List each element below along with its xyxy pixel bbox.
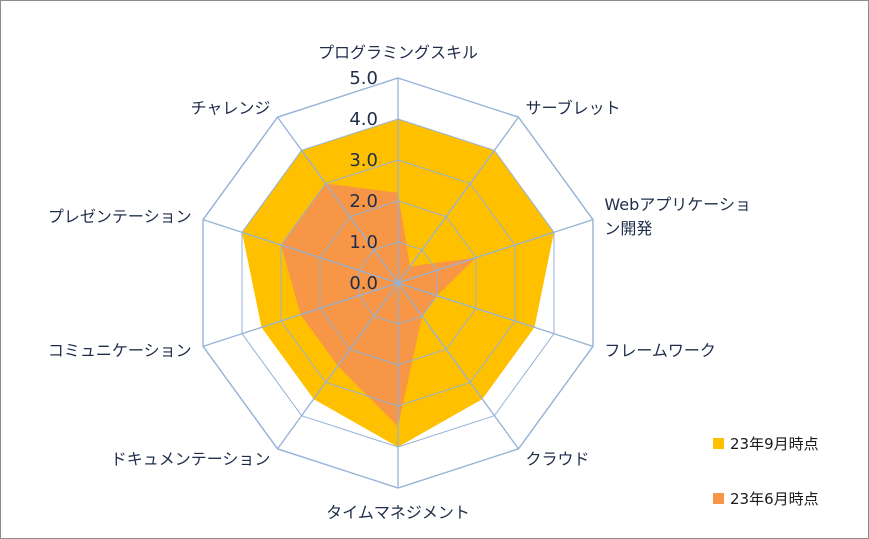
category-label: フレームワーク xyxy=(604,341,716,360)
category-label: プレゼンテーション xyxy=(48,207,192,226)
tick-label: 4.0 xyxy=(349,109,378,130)
tick-label: 3.0 xyxy=(349,150,378,171)
category-label: チャレンジ xyxy=(191,98,271,117)
category-label: クラウド xyxy=(526,450,590,469)
category-label: ドキュメンテーション xyxy=(111,450,271,469)
category-label: ン開発 xyxy=(604,219,652,238)
spoke-2 xyxy=(397,219,594,284)
category-label: サーブレット xyxy=(526,98,621,117)
spoke-4 xyxy=(397,282,520,450)
spoke-1 xyxy=(397,116,520,284)
category-label: プログラミングスキル xyxy=(318,43,478,62)
legend-item-sep: 23年9月時点 xyxy=(713,433,819,454)
tick-label: 0.0 xyxy=(349,273,378,294)
legend-label-jun: 23年6月時点 xyxy=(730,490,819,508)
spoke-7 xyxy=(202,282,399,347)
spoke-3 xyxy=(397,282,594,347)
spoke-9 xyxy=(276,116,399,284)
legend-label-sep: 23年9月時点 xyxy=(730,435,819,453)
spoke-6 xyxy=(276,282,399,450)
legend-swatch-sep xyxy=(713,438,724,449)
tick-label: 1.0 xyxy=(349,232,378,253)
category-label: タイムマネジメント xyxy=(326,503,470,522)
tick-label: 5.0 xyxy=(349,68,378,89)
tick-label: 2.0 xyxy=(349,191,378,212)
legend-item-jun: 23年6月時点 xyxy=(713,488,819,509)
category-label: コミュニケーション xyxy=(48,341,192,360)
spoke-8 xyxy=(202,219,399,284)
legend-swatch-jun xyxy=(713,493,724,504)
category-label: Webアプリケーショ xyxy=(604,195,751,214)
